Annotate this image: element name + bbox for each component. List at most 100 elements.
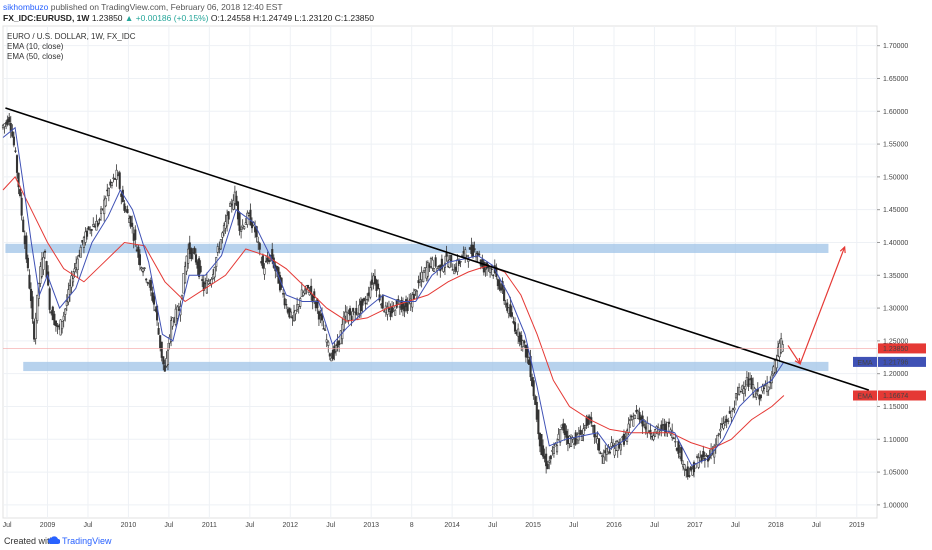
x-tick-label: Jul (3, 522, 12, 529)
price-zone (5, 243, 829, 253)
price-label-tag (853, 390, 877, 401)
candle-body (433, 268, 436, 272)
y-tick-label: 1.20000 (883, 371, 908, 378)
candle-body (397, 299, 400, 301)
candle-body (633, 415, 636, 420)
trendline-group (3, 107, 877, 391)
candle-body (565, 430, 568, 438)
candle-body (255, 226, 258, 238)
candle-body (641, 415, 644, 427)
y-tick-label: 1.55000 (883, 142, 908, 149)
x-tick-label: Jul (650, 522, 659, 529)
candle-body (306, 284, 310, 289)
candle-body (159, 335, 162, 349)
candle-body (734, 393, 738, 399)
candle-body (316, 298, 319, 309)
candle-body (170, 320, 173, 342)
candle-body (775, 358, 778, 369)
candle-body (686, 466, 689, 477)
candle-body (257, 241, 260, 243)
candle-body (759, 394, 762, 399)
low-value: L:1.23120 (294, 13, 333, 23)
candle-body (492, 274, 495, 277)
candle-body (583, 424, 587, 429)
legend-ema10[interactable]: EMA (10, close) (7, 42, 64, 51)
price-label-text: 1.21796 (883, 359, 908, 366)
candle-body (62, 315, 65, 321)
candle-body (145, 278, 148, 281)
candle-body (532, 380, 535, 397)
x-tick-label: 2012 (282, 522, 298, 529)
author-link[interactable]: sikhombuzo (3, 2, 49, 12)
candle-body (601, 455, 604, 457)
candle-body (742, 388, 745, 394)
candle-body (638, 412, 641, 420)
y-tick-label: 1.10000 (883, 437, 908, 444)
time-axis[interactable]: Jul 2009 Jul 2010 Jul 2011 Jul 2012 Jul 2013 8 2014… (3, 522, 865, 529)
candle-body (465, 255, 468, 257)
candle-body (8, 117, 11, 123)
candle-body (473, 248, 476, 251)
candle-body (123, 203, 126, 211)
candle-body (95, 220, 98, 231)
candle-body (674, 440, 677, 443)
candle-body (406, 303, 409, 311)
candle-body (422, 271, 425, 282)
candle-body (510, 312, 513, 317)
candle-body (25, 235, 28, 260)
candle-body (548, 460, 551, 463)
candle-body (98, 219, 101, 221)
candle-body (394, 309, 397, 316)
candle-body (363, 298, 366, 301)
candle-body (386, 306, 389, 315)
candle-body (263, 267, 266, 275)
candle-body (781, 344, 784, 352)
candle-body (104, 197, 107, 207)
candle-body (534, 396, 537, 405)
candle-body (738, 387, 741, 395)
price-axis[interactable]: 1.00000 1.05000 1.10000 1.15000 1.20000 1.250… (877, 43, 908, 509)
candle-body (348, 308, 352, 316)
y-tick-label: 1.05000 (883, 470, 908, 477)
candle-body (513, 322, 517, 332)
candle-body (646, 423, 649, 434)
candle-body (92, 224, 95, 227)
candle-body (549, 455, 552, 460)
price-zone (23, 361, 829, 372)
legend-symbol[interactable]: EURO / U.S. DOLLAR, 1W, FX_IDC (7, 32, 136, 41)
candle-body (526, 347, 529, 358)
candle-body (163, 365, 166, 372)
candle-body (79, 246, 82, 258)
y-tick-label: 1.50000 (883, 174, 908, 181)
candle-body (238, 212, 241, 231)
candle-body (187, 248, 190, 264)
candle-body (717, 433, 720, 435)
candle-body (366, 298, 369, 301)
publish-info: published on TradingView.com, February 0… (50, 2, 283, 12)
candle-body (243, 226, 246, 229)
candle-body (182, 273, 185, 294)
price-chart[interactable]: 1.00000 1.05000 1.10000 1.15000 1.20000 1.250… (0, 0, 932, 530)
candle-body (599, 452, 602, 455)
candle-body (162, 356, 165, 365)
close-value: C:1.23850 (334, 13, 374, 23)
tradingview-link[interactable]: TradingView (62, 536, 112, 546)
candle-body (166, 349, 170, 365)
candle-body (107, 188, 110, 196)
indicator-legend: EURO / U.S. DOLLAR, 1W, FX_IDC EMA (10, … (7, 32, 136, 61)
legend-ema50[interactable]: EMA (50, close) (7, 52, 64, 61)
candle-body (559, 429, 562, 443)
candle-body (361, 298, 364, 306)
candle-body (419, 279, 422, 283)
candle-body (28, 274, 31, 289)
candle-body (440, 258, 443, 269)
candle-body (629, 418, 632, 422)
candle-body (36, 294, 39, 322)
candle-body (3, 123, 6, 127)
candle-body (694, 464, 697, 469)
symbol-name[interactable]: FX_IDC:EURUSD, 1W (3, 13, 90, 23)
candle-body (626, 430, 629, 442)
candle-body (610, 442, 613, 447)
candle-body (241, 224, 244, 228)
candle-body (310, 285, 313, 295)
